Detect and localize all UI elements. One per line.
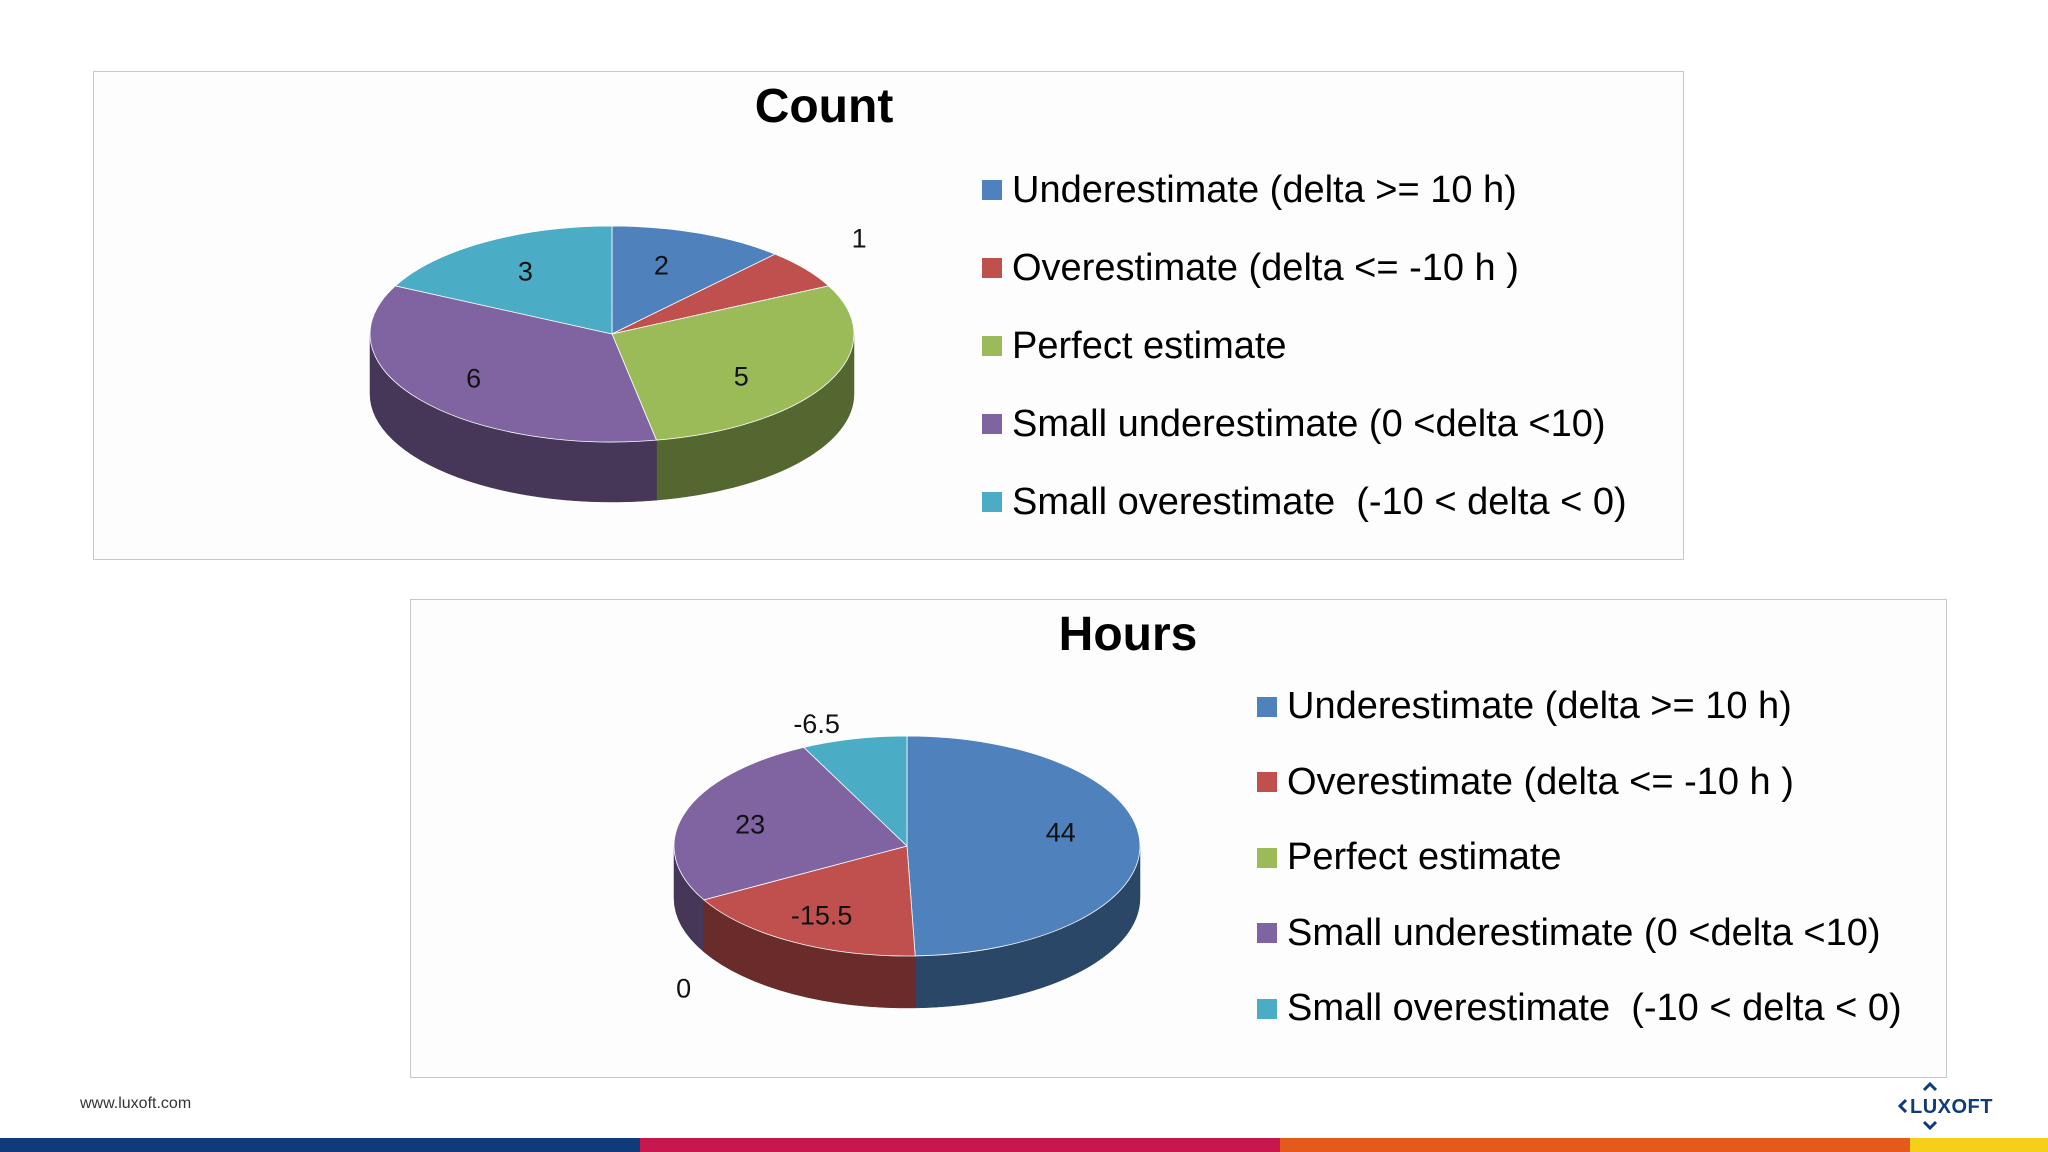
count-label-small-underestimate: 6: [466, 363, 481, 393]
hours-legend-underestimate: Underestimate (delta >= 10 h): [1257, 669, 1902, 745]
legend-label: Perfect estimate: [1012, 324, 1287, 367]
count-label-overestimate: 1: [852, 224, 867, 254]
hours-legend: Underestimate (delta >= 10 h) Overestimat…: [1257, 669, 1902, 1047]
count-slice-perfect-estimate: [611, 285, 855, 441]
footer-bar-segment: [1280, 1138, 1910, 1152]
count-label-small-overestimate: 3: [518, 257, 533, 287]
legend-label: Small overestimate (-10 < delta < 0): [1012, 480, 1627, 523]
hours-legend-small-underestimate: Small underestimate (0 <delta <10): [1257, 896, 1902, 972]
legend-swatch: [1257, 772, 1277, 793]
count-legend: Underestimate (delta >= 10 h) Overestimat…: [982, 151, 1627, 541]
hours-legend-overestimate: Overestimate (delta <= -10 h ): [1257, 745, 1902, 821]
footer-bar-segment: [0, 1138, 640, 1152]
legend-swatch: [982, 258, 1002, 278]
hours-label-small-underestimate: 23: [735, 810, 765, 840]
legend-swatch: [982, 180, 1002, 200]
footer-color-bar: [0, 1138, 2048, 1152]
legend-label: Perfect estimate: [1287, 836, 1562, 879]
count-slice-underestimate: [611, 225, 777, 335]
hours-label-overestimate: -15.5: [791, 900, 853, 930]
legend-label: Underestimate (delta >= 10 h): [1287, 685, 1792, 728]
hours-slice-small-overestimate: [802, 735, 908, 847]
legend-swatch: [1257, 696, 1277, 717]
footer-bar-segment: [1910, 1138, 2048, 1152]
hours-chart-title: Hours: [1059, 608, 1198, 661]
count-legend-small-overestimate: Small overestimate (-10 < delta < 0): [982, 463, 1627, 541]
count-legend-perfect-estimate: Perfect estimate: [982, 307, 1627, 385]
legend-label: Overestimate (delta <= -10 h ): [1012, 246, 1519, 289]
count-slice-small-underestimate: [369, 285, 658, 443]
hours-pie-chart: Hours 44 -15.5 0 23 -6.5: [673, 608, 1198, 1009]
luxoft-logo: LUXOFT: [1894, 1078, 2004, 1138]
legend-swatch: [982, 492, 1002, 512]
legend-swatch: [1257, 847, 1277, 868]
logo-chevrons-icon: [1897, 1081, 1938, 1131]
count-label-underestimate: 2: [654, 251, 669, 281]
hours-label-small-overestimate: -6.5: [793, 709, 840, 739]
legend-label: Underestimate (delta >= 10 h): [1012, 168, 1517, 211]
legend-swatch: [982, 414, 1002, 434]
hours-chart-panel: Hours 44 -15.5 0 23 -6.5 Underestimate (delt…: [410, 599, 1947, 1078]
count-legend-overestimate: Overestimate (delta <= -10 h ): [982, 229, 1627, 307]
legend-label: Small overestimate (-10 < delta < 0): [1287, 987, 1902, 1030]
count-label-perfect-estimate: 5: [734, 362, 749, 392]
logo-text: LUXOFT: [1910, 1096, 1993, 1118]
footer-url[interactable]: www.luxoft.com: [80, 1095, 192, 1112]
hours-label-underestimate: 44: [1046, 818, 1076, 848]
hours-side-walls: [673, 845, 1141, 1009]
legend-swatch: [1257, 998, 1277, 1019]
count-chart-title: Count: [755, 80, 894, 133]
count-legend-small-underestimate: Small underestimate (0 <delta <10): [982, 385, 1627, 463]
count-pie-chart: Count 2 1 5 6 3: [369, 80, 894, 503]
count-slice-small-overestimate: [394, 225, 613, 335]
hours-slice-overestimate: [703, 845, 916, 957]
legend-swatch: [982, 336, 1002, 356]
count-legend-underestimate: Underestimate (delta >= 10 h): [982, 151, 1627, 229]
legend-label: Small underestimate (0 <delta <10): [1012, 402, 1606, 445]
hours-legend-small-overestimate: Small overestimate (-10 < delta < 0): [1257, 971, 1902, 1047]
legend-label: Overestimate (delta <= -10 h ): [1287, 760, 1794, 803]
legend-label: Small underestimate (0 <delta <10): [1287, 911, 1881, 954]
hours-label-perfect-estimate: 0: [676, 974, 691, 1004]
hours-slice-underestimate: [906, 735, 1141, 957]
footer-bar-segment: [640, 1138, 1280, 1152]
count-chart-panel: Count 2 1 5 6 3 Underestimate (delta >= 10 h…: [93, 71, 1684, 560]
hours-slice-small-underestimate: [673, 746, 908, 901]
hours-legend-perfect-estimate: Perfect estimate: [1257, 820, 1902, 896]
legend-swatch: [1257, 923, 1277, 944]
